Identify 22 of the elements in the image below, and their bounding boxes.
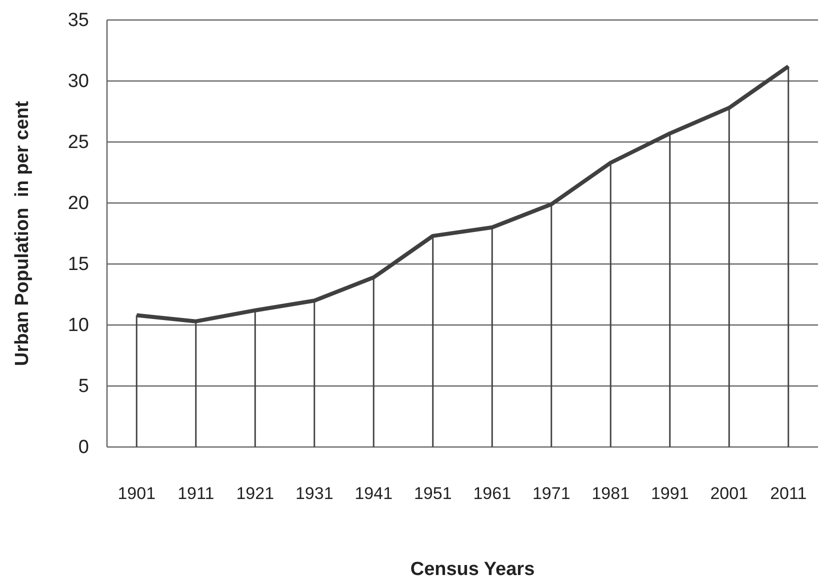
x-tick-label: 2001: [710, 484, 748, 504]
x-tick-label: 1961: [473, 484, 512, 504]
x-tick-label: 1951: [414, 484, 452, 504]
x-tick-label: 1901: [118, 484, 156, 504]
y-tick-label: 10: [68, 315, 89, 336]
y-tick-label: 25: [68, 132, 89, 154]
y-tick-label: 30: [68, 71, 89, 92]
x-tick-label: 1981: [592, 484, 630, 504]
x-tick-label: 2011: [770, 484, 807, 504]
y-tick-label: 5: [78, 376, 89, 398]
x-tick-label: 1941: [354, 484, 393, 504]
y-axis-title: Urban Population in per cent: [12, 100, 33, 366]
y-tick-label: 20: [68, 193, 89, 214]
y-tick-label: 35: [68, 10, 89, 32]
y-tick-label: 15: [68, 254, 89, 276]
x-tick-label: 1921: [236, 484, 274, 504]
x-tick-label: 1991: [650, 484, 689, 504]
x-tick-label: 1931: [295, 484, 334, 504]
x-tick-label: 1911: [178, 484, 214, 504]
x-axis-title: Census Years: [410, 559, 535, 580]
y-tick-label: 0: [78, 437, 89, 458]
x-tick-label: 1971: [532, 484, 570, 504]
